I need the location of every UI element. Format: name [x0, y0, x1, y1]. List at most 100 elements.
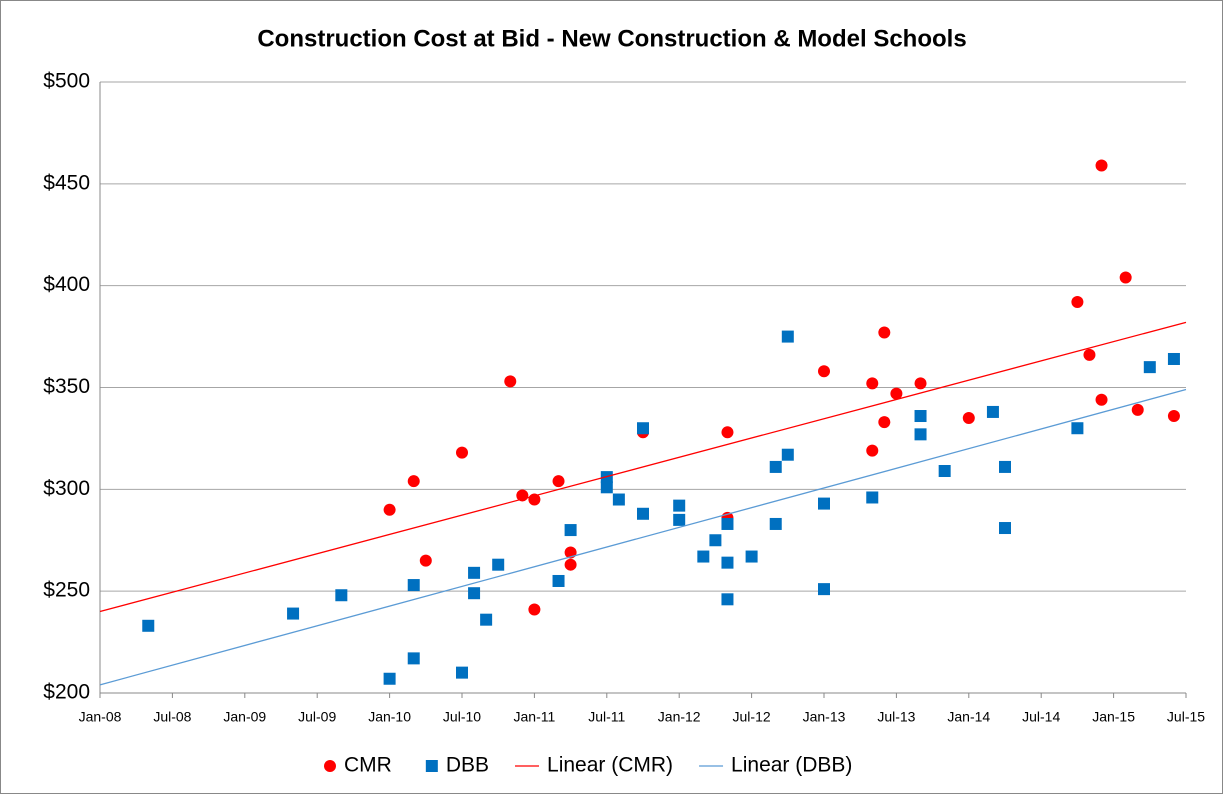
x-tick-label: Jan-15 — [1092, 709, 1135, 725]
point — [1071, 295, 1084, 308]
point — [745, 550, 758, 563]
point — [407, 579, 420, 592]
point — [866, 444, 879, 457]
point — [456, 666, 468, 679]
point — [1095, 393, 1108, 406]
point — [468, 566, 481, 579]
point — [818, 497, 830, 510]
y-tick-label: $250 — [43, 579, 90, 602]
point — [419, 554, 432, 567]
point — [721, 426, 734, 439]
point — [769, 517, 782, 530]
point — [1131, 403, 1144, 416]
point — [1071, 422, 1084, 435]
x-tick-label: Jul-11 — [588, 709, 625, 725]
point — [673, 499, 686, 512]
point — [600, 481, 613, 494]
point — [1095, 159, 1108, 172]
x-tick-label: Jul-09 — [298, 709, 336, 725]
point — [721, 517, 734, 530]
x-tick-label: Jan-08 — [79, 709, 122, 725]
x-tick-label: Jan-14 — [947, 709, 990, 725]
point — [407, 475, 420, 488]
y-tick-label: $350 — [43, 375, 90, 398]
point — [878, 416, 891, 429]
point — [781, 448, 794, 461]
point — [1167, 352, 1180, 365]
point — [552, 574, 565, 587]
point — [528, 603, 541, 616]
point — [456, 446, 468, 459]
point — [890, 387, 903, 400]
point — [142, 619, 155, 632]
point — [697, 550, 710, 563]
x-tick-label: Jan-11 — [514, 709, 556, 725]
x-tick-label: Jul-15 — [1167, 709, 1205, 725]
point — [986, 405, 999, 418]
point — [468, 587, 481, 600]
x-tick-label: Jul-14 — [1022, 709, 1060, 725]
point — [383, 503, 396, 516]
point — [564, 558, 577, 571]
legend-marker — [425, 760, 438, 772]
x-tick-label: Jul-10 — [443, 709, 481, 725]
point — [383, 672, 396, 685]
point — [1143, 361, 1156, 374]
point — [721, 593, 734, 606]
point — [962, 412, 975, 425]
point — [1119, 271, 1132, 284]
point — [866, 377, 879, 390]
trend-line — [99, 388, 1187, 686]
point — [818, 583, 830, 596]
x-tick-label: Jul-12 — [733, 709, 771, 725]
point — [407, 652, 420, 665]
point — [709, 534, 722, 547]
legend-label: CMR — [344, 754, 392, 777]
point — [492, 558, 505, 571]
x-tick-label: Jan-10 — [368, 709, 411, 725]
legend-label: Linear (CMR) — [547, 754, 673, 777]
chart-title: Construction Cost at Bid - New Construct… — [257, 25, 966, 52]
x-tick-label: Jan-12 — [658, 709, 701, 725]
x-tick-label: Jul-08 — [153, 709, 191, 725]
point — [866, 491, 879, 504]
legend-marker — [324, 760, 336, 772]
legend-label: DBB — [446, 754, 489, 777]
x-tick-label: Jul-13 — [877, 709, 915, 725]
point — [564, 524, 577, 537]
point — [335, 589, 348, 602]
x-tick-label: Jan-09 — [223, 709, 266, 725]
point — [612, 493, 625, 506]
point — [504, 375, 517, 388]
point — [914, 428, 927, 441]
point — [999, 522, 1011, 535]
point — [1167, 410, 1180, 423]
x-tick-label: Jan-13 — [803, 709, 846, 725]
point — [1083, 348, 1096, 361]
point — [878, 326, 891, 339]
point — [637, 422, 649, 435]
y-tick-label: $200 — [43, 681, 90, 704]
point — [999, 460, 1011, 473]
point — [721, 556, 734, 569]
point — [287, 607, 300, 620]
point — [769, 460, 782, 473]
point — [637, 507, 649, 520]
point — [673, 513, 686, 526]
point — [914, 410, 927, 423]
y-tick-label: $400 — [43, 273, 90, 296]
y-tick-label: $500 — [43, 70, 90, 93]
point — [480, 613, 493, 626]
point — [552, 475, 565, 488]
trend-line — [99, 321, 1187, 613]
legend-label: Linear (DBB) — [731, 754, 852, 777]
y-tick-label: $300 — [43, 477, 90, 500]
point — [914, 377, 927, 390]
y-tick-label: $450 — [43, 171, 90, 194]
point — [818, 365, 830, 378]
point — [781, 330, 794, 343]
point — [938, 465, 951, 478]
